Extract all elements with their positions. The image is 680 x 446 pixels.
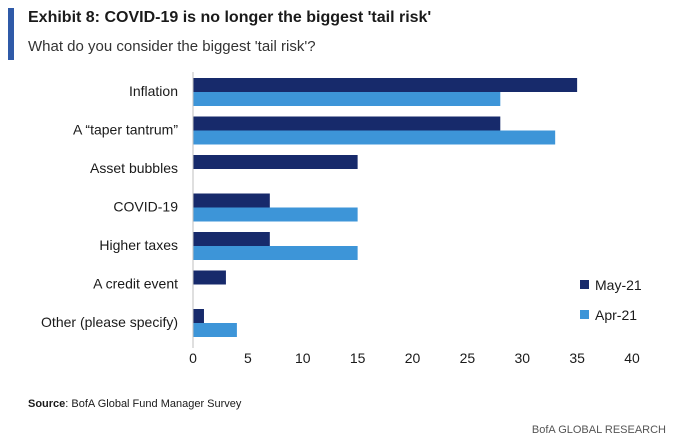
legend-label: May-21 (595, 277, 642, 293)
x-tick-label: 5 (244, 350, 252, 366)
brand-footer: BofA GLOBAL RESEARCH (531, 424, 666, 436)
category-label: Asset bubbles (90, 160, 178, 176)
bar-apr-21 (193, 130, 556, 145)
chart-title: Exhibit 8: COVID-19 is no longer the big… (28, 9, 432, 26)
legend-swatch (580, 310, 589, 319)
source-note: Source: BofA Global Fund Manager Survey (28, 398, 241, 410)
accent-bar (8, 8, 14, 60)
x-tick-label: 15 (350, 350, 366, 366)
bar-may-21 (193, 270, 226, 285)
bar-apr-21 (193, 246, 358, 260)
x-tick-label: 30 (514, 350, 530, 366)
x-tick-label: 40 (624, 350, 640, 366)
x-tick-label: 0 (189, 350, 197, 366)
category-label: Higher taxes (99, 237, 178, 253)
category-label: Inflation (129, 83, 178, 99)
legend-label: Apr-21 (595, 307, 637, 323)
bar-may-21 (193, 116, 501, 131)
x-tick-label: 10 (295, 350, 311, 366)
category-label: COVID-19 (113, 199, 178, 215)
bar-apr-21 (193, 92, 501, 106)
chart-subtitle: What do you consider the biggest 'tail r… (28, 38, 316, 55)
category-label: A credit event (93, 276, 178, 292)
bar-apr-21 (193, 323, 237, 337)
legend-swatch (580, 280, 589, 289)
x-tick-label: 25 (460, 350, 476, 366)
category-label: Other (please specify) (41, 314, 178, 330)
source-text: : BofA Global Fund Manager Survey (65, 398, 242, 410)
source-label: Source (28, 398, 66, 410)
x-tick-label: 35 (569, 350, 585, 366)
x-tick-label: 20 (405, 350, 421, 366)
bar-may-21 (193, 78, 578, 92)
bar-may-21 (193, 155, 358, 169)
bar-may-21 (193, 309, 204, 323)
bar-may-21 (193, 193, 270, 208)
category-label: A “taper tantrum” (73, 122, 178, 138)
bar-may-21 (193, 232, 270, 246)
bar-apr-21 (193, 207, 358, 222)
